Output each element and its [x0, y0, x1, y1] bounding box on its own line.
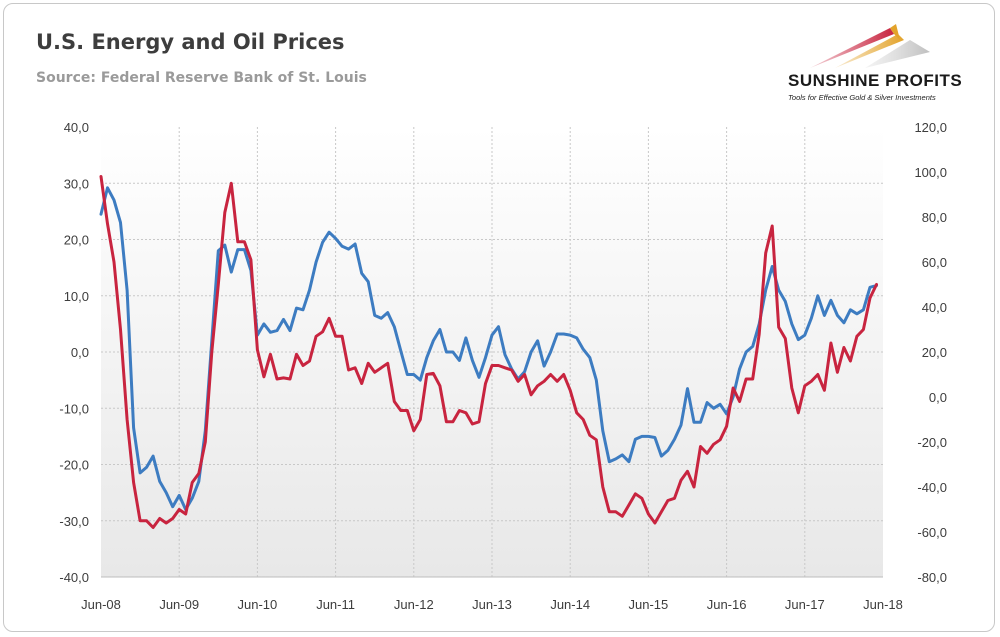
sun-rays-icon [810, 24, 930, 68]
right-tick-label: 120,0 [914, 120, 947, 135]
left-tick-label: -30,0 [59, 514, 89, 529]
x-tick-label: Jun-16 [707, 597, 747, 612]
x-tick-label: Jun-18 [863, 597, 903, 612]
left-tick-label: 30,0 [64, 176, 89, 191]
right-tick-label: -40,0 [917, 480, 947, 495]
x-tick-label: Jun-12 [394, 597, 434, 612]
chart-subtitle: Source: Federal Reserve Bank of St. Loui… [36, 70, 367, 86]
brand-name: SUNSHINE PROFITS [788, 71, 963, 90]
left-tick-label: 20,0 [64, 233, 89, 248]
left-tick-label: -10,0 [59, 401, 89, 416]
right-tick-label: 40,0 [922, 300, 947, 315]
right-axis-ticks: 120,0 100,0 80,0 60,0 40,0 20,0 0,0 -20,0 -40,0 -… [914, 120, 947, 585]
right-tick-label: -20,0 [917, 435, 947, 450]
x-tick-label: Jun-09 [159, 597, 199, 612]
brand-tagline: Tools for Effective Gold & Silver Invest… [788, 93, 936, 102]
right-tick-label: 80,0 [922, 210, 947, 225]
left-tick-label: 40,0 [64, 120, 89, 135]
left-axis-ticks: 40,0 30,0 20,0 10,0 0,0 -10,0 -20,0 -30,0 -40,0 [59, 120, 89, 585]
left-tick-label: -20,0 [59, 458, 89, 473]
brand-logo: SUNSHINE PROFITS Tools for Effective Gol… [780, 18, 980, 110]
series-line-left-axis [99, 186, 878, 511]
x-tick-label: Jun-15 [629, 597, 669, 612]
x-tick-label: Jun-17 [785, 597, 825, 612]
right-tick-label: 0,0 [929, 390, 947, 405]
right-tick-label: 20,0 [922, 345, 947, 360]
left-tick-label: 10,0 [64, 289, 89, 304]
right-tick-label: -60,0 [917, 525, 947, 540]
x-tick-label: Jun-08 [81, 597, 121, 612]
x-tick-label: Jun-13 [472, 597, 512, 612]
chart-title: U.S. Energy and Oil Prices [36, 30, 345, 54]
right-tick-label: -80,0 [917, 570, 947, 585]
right-tick-label: 60,0 [922, 255, 947, 270]
left-tick-label: -40,0 [59, 570, 89, 585]
x-axis-ticks: Jun-08 Jun-09 Jun-10 Jun-11 Jun-12 Jun-13 Jun-… [81, 597, 903, 612]
x-tick-label: Jun-14 [550, 597, 590, 612]
series-layer [99, 175, 878, 529]
series-line-right-axis [99, 175, 878, 529]
x-tick-label: Jun-11 [316, 597, 355, 612]
x-tick-label: Jun-10 [238, 597, 278, 612]
right-tick-label: 100,0 [914, 165, 947, 180]
left-tick-label: 0,0 [71, 345, 89, 360]
